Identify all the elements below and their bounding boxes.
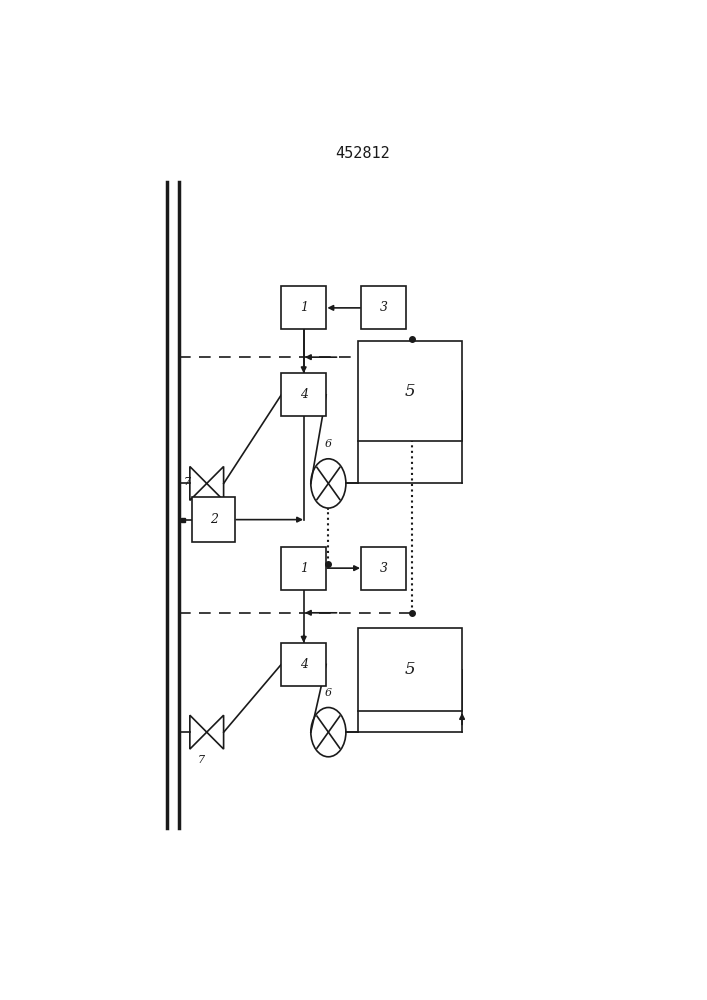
Text: 3: 3	[380, 562, 387, 575]
FancyBboxPatch shape	[361, 547, 407, 590]
Text: 1: 1	[300, 562, 308, 575]
Text: 7: 7	[183, 477, 190, 487]
FancyBboxPatch shape	[358, 628, 462, 711]
FancyBboxPatch shape	[358, 341, 462, 441]
FancyBboxPatch shape	[361, 286, 407, 329]
Text: 6: 6	[325, 688, 332, 698]
FancyBboxPatch shape	[192, 497, 235, 542]
Text: 4: 4	[300, 658, 308, 671]
Text: 6: 6	[325, 439, 332, 449]
Text: 452812: 452812	[335, 146, 390, 161]
FancyBboxPatch shape	[281, 286, 326, 329]
Text: 3: 3	[380, 301, 387, 314]
FancyBboxPatch shape	[281, 643, 326, 686]
FancyBboxPatch shape	[281, 547, 326, 590]
Text: 7: 7	[198, 755, 205, 765]
Text: 5: 5	[404, 661, 415, 678]
Text: 5: 5	[404, 383, 415, 400]
Text: 1: 1	[300, 301, 308, 314]
Text: 2: 2	[210, 513, 218, 526]
FancyBboxPatch shape	[281, 373, 326, 416]
Text: 4: 4	[300, 388, 308, 401]
